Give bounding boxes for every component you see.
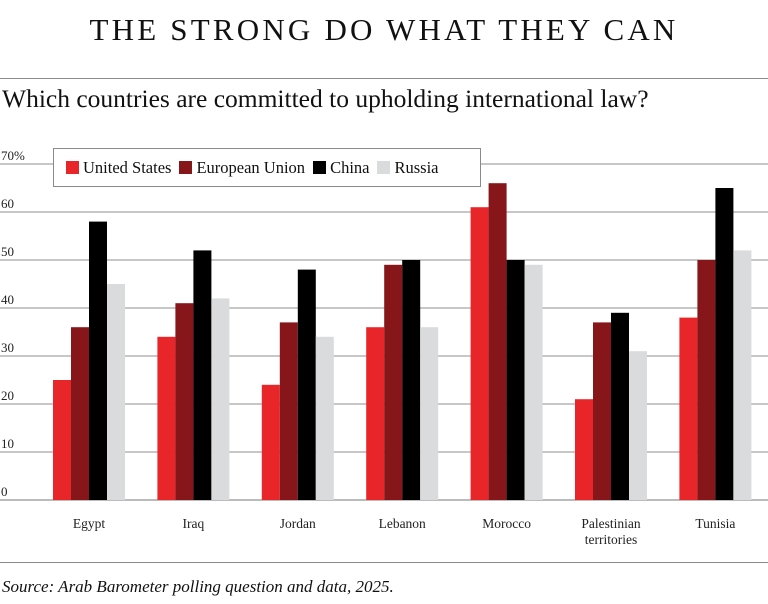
y-tick-label: 10 — [1, 436, 14, 451]
bar-palestinian-territories-russia — [629, 351, 647, 500]
legend-item-russia: Russia — [377, 157, 439, 178]
bar-morocco-russia — [524, 264, 543, 500]
chart-subtitle: Which countries are committed to upholdi… — [2, 84, 649, 113]
y-tick-label: 40 — [1, 292, 14, 307]
source-note: Source: Arab Barometer polling question … — [2, 577, 394, 596]
x-tick-label: Tunisia — [695, 516, 735, 531]
bars — [53, 183, 752, 500]
bar-iraq-european-union — [175, 303, 194, 500]
bar-egypt-european-union — [71, 327, 89, 500]
bar-egypt-russia — [107, 284, 125, 500]
bottom-divider — [0, 562, 768, 563]
x-tick-label: Lebanon — [379, 516, 426, 531]
legend-swatch — [377, 161, 391, 174]
x-axis-labels: Egypt Iraq Jordan Lebanon Morocco Palestinian… — [73, 516, 736, 547]
x-tick-label: Jordan — [280, 516, 316, 531]
x-tick-label: territories — [585, 532, 637, 547]
legend-swatch — [179, 161, 193, 174]
bar-jordan-russia — [315, 336, 334, 500]
x-tick-label: Egypt — [73, 516, 105, 531]
chart-title: THE STRONG DO WHAT THEY CAN — [89, 12, 679, 47]
legend-label: China — [330, 157, 370, 177]
top-divider — [0, 78, 768, 79]
bar-lebanon-european-union — [384, 264, 403, 500]
y-tick-label: 0 — [1, 484, 8, 499]
legend-swatch — [66, 161, 79, 174]
x-tick-label: Morocco — [482, 516, 531, 531]
legend-swatch — [313, 161, 327, 174]
bar-morocco-european-union — [488, 183, 507, 500]
bar-lebanon-united-states — [366, 327, 385, 500]
bar-jordan-united-states — [261, 384, 280, 500]
bar-morocco-united-states — [470, 207, 489, 500]
y-tick-label: 50 — [1, 244, 14, 259]
bar-jordan-china — [297, 269, 316, 500]
bar-iraq-russia — [211, 298, 230, 500]
bar-tunisia-china — [715, 188, 734, 500]
x-tick-label: Iraq — [183, 516, 205, 531]
bar-palestinian-territories-european-union — [593, 322, 611, 500]
legend-item-china: China — [313, 158, 369, 178]
bar-tunisia-russia — [733, 250, 752, 500]
bar-lebanon-russia — [420, 327, 439, 500]
y-tick-label: 70% — [1, 148, 25, 163]
bar-palestinian-territories-china — [611, 312, 629, 500]
bar-tunisia-european-union — [697, 260, 716, 500]
legend-label: United States — [83, 157, 172, 177]
bar-lebanon-china — [402, 260, 421, 500]
y-tick-label: 60 — [1, 196, 14, 211]
bar-morocco-china — [506, 260, 525, 500]
bar-palestinian-territories-united-states — [575, 399, 593, 500]
bar-egypt-united-states — [53, 380, 71, 500]
x-tick-label: Palestinian — [581, 516, 640, 531]
y-tick-label: 30 — [1, 340, 14, 355]
bar-egypt-china — [89, 221, 107, 500]
legend-item-united-states: United States — [66, 158, 171, 178]
legend-item-european-union: European Union — [179, 158, 305, 178]
bar-jordan-european-union — [279, 322, 298, 500]
legend-label: Russia — [394, 157, 439, 177]
bar-iraq-united-states — [157, 336, 176, 500]
legend-label: European Union — [196, 157, 306, 177]
bar-iraq-china — [193, 250, 212, 500]
y-axis-ticks: 0 10 20 30 40 50 60 70% — [1, 148, 25, 499]
y-tick-label: 20 — [1, 388, 14, 403]
bar-tunisia-united-states — [679, 317, 698, 500]
legend: United States European Union China Russi… — [53, 148, 481, 187]
